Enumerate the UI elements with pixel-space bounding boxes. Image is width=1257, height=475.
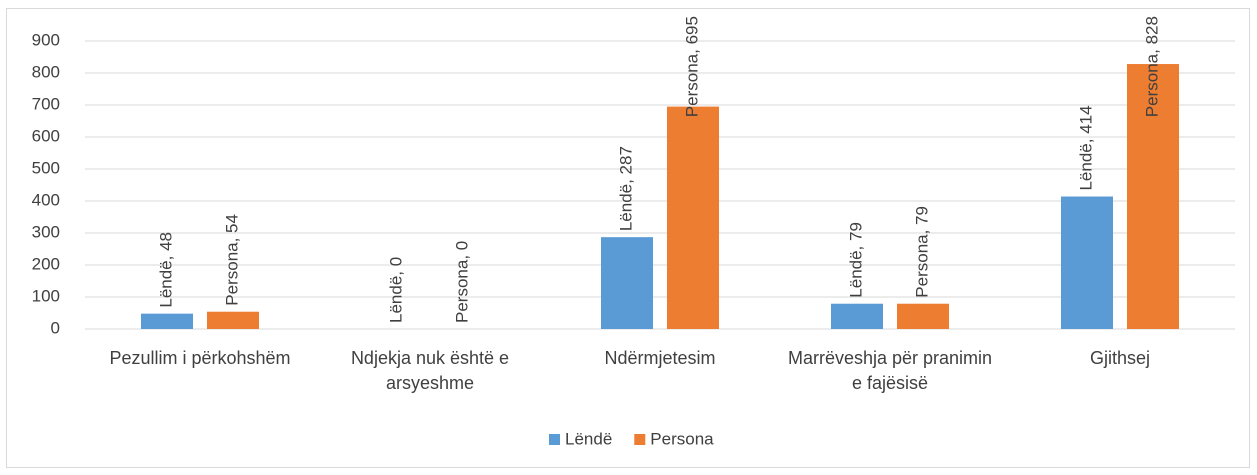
legend-swatch <box>634 434 646 445</box>
bar <box>897 303 949 329</box>
bar <box>141 313 193 329</box>
y-tick-label: 0 <box>51 318 60 337</box>
x-tick-label: Ndjekja nuk është e arsyeshme <box>350 348 510 393</box>
bar <box>831 303 883 329</box>
data-label: Persona, 54 <box>222 214 241 306</box>
legend-label: Lëndë <box>565 429 612 448</box>
data-label: Lëndë, 79 <box>846 222 865 298</box>
bar <box>667 106 719 329</box>
data-label: Lëndë, 287 <box>616 146 635 231</box>
y-tick-label: 100 <box>32 286 60 305</box>
y-tick-label: 600 <box>32 126 60 145</box>
y-tick-label: 200 <box>32 254 60 273</box>
y-tick-label: 500 <box>32 158 60 177</box>
y-tick-label: 700 <box>32 94 60 113</box>
data-label: Persona, 828 <box>1142 16 1161 117</box>
x-tick-label: Pezullim i përkohshëm <box>109 348 291 368</box>
y-tick-label: 400 <box>32 190 60 209</box>
data-label: Lëndë, 414 <box>1076 105 1095 190</box>
x-tick-label: Ndërmjetesim <box>604 348 716 368</box>
data-label: Persona, 79 <box>912 206 931 298</box>
data-label: Lëndë, 48 <box>156 232 175 308</box>
data-label: Persona, 695 <box>682 16 701 117</box>
bar <box>207 311 259 329</box>
bar <box>1061 196 1113 329</box>
legend-label: Persona <box>650 429 714 448</box>
bar <box>601 237 653 329</box>
x-tick-label: Gjithsej <box>1089 348 1151 368</box>
y-tick-label: 800 <box>32 62 60 81</box>
data-label: Persona, 0 <box>452 241 471 323</box>
y-tick-label: 300 <box>32 222 60 241</box>
y-tick-label: 900 <box>32 30 60 49</box>
data-label: Lëndë, 0 <box>386 257 405 323</box>
legend-swatch <box>549 434 560 445</box>
x-tick-label: Marrëveshja për pranimin e fajësisë <box>787 348 993 393</box>
bar <box>1127 64 1179 329</box>
